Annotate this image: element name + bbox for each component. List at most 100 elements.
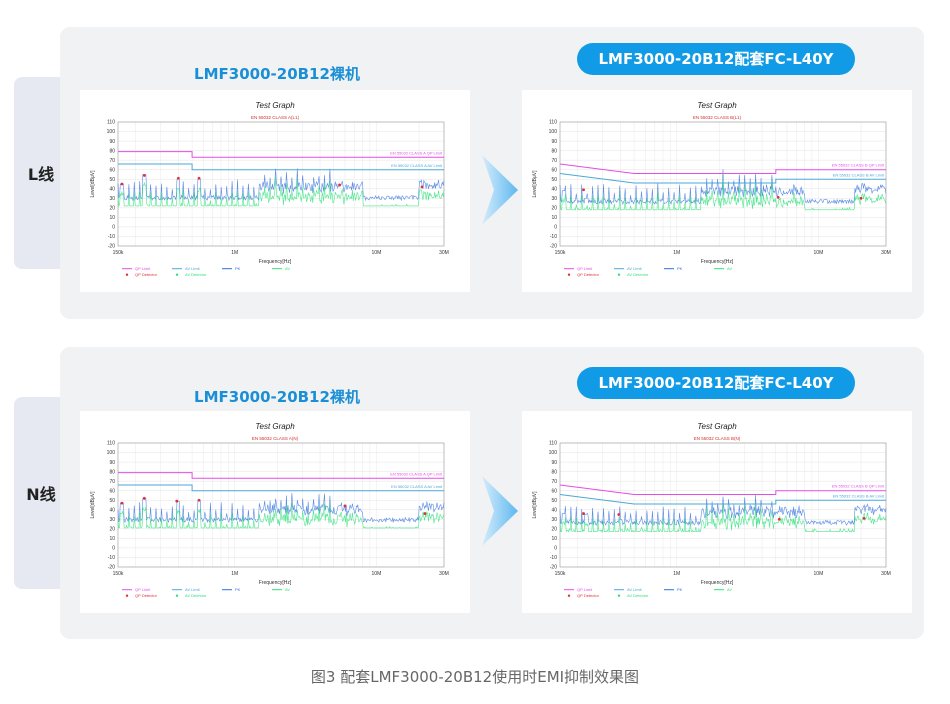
y-tick-label: 20: [551, 527, 557, 533]
limit-label: EN 55032 CLASS B AV Limit: [833, 173, 885, 178]
legend-label: PK: [235, 587, 241, 592]
legend-label: AV: [285, 587, 290, 592]
legend-swatch: [175, 594, 179, 597]
y-axis-label: Level[dBμV]: [90, 170, 96, 198]
pk-series-line: [117, 493, 445, 524]
title-filter-n: LMF3000-20B12配套FC-L40Y: [577, 367, 855, 399]
y-tick-label: -20: [108, 565, 115, 571]
x-tick-label: 30M: [881, 250, 891, 256]
x-tick-label: 150k: [555, 571, 566, 577]
chart-subtitle: EN 55032 CLASS B(L1): [693, 115, 742, 120]
row-label-text: L线: [27, 165, 55, 184]
legend-swatch: [125, 594, 129, 597]
y-tick-label: 90: [109, 460, 115, 466]
chart-l-bare: Test Graph EN 55032 CLASS A(L1) 110 100 90 80…: [80, 90, 470, 292]
limit-label: EN 55032 CLASS A QP Limit: [390, 150, 443, 155]
row-label-n: N线: [14, 397, 68, 589]
legend-label: QP Limit: [135, 266, 151, 271]
y-tick-label: 10: [551, 215, 557, 221]
y-tick-label: 50: [109, 177, 115, 183]
qp-detector-point: [343, 504, 347, 508]
av-series-line: [559, 178, 887, 211]
x-tick-label: 30M: [439, 250, 449, 256]
qp-detector-point: [862, 516, 866, 520]
y-tick-label: -20: [108, 244, 115, 250]
arrow-right-icon: [482, 155, 518, 225]
qp-detector-point: [859, 196, 863, 200]
arrow-right-icon: [482, 476, 518, 546]
pk-series-line: [559, 169, 887, 205]
limit-label: EN 55032 CLASS B QP Limit: [832, 163, 885, 168]
chart-subtitle: EN 55032 CLASS A(L1): [251, 115, 300, 120]
x-axis-label: Frequency[Hz]: [701, 259, 734, 265]
y-tick-label: 100: [549, 450, 558, 456]
qp-detector-point: [420, 185, 424, 189]
qp-detector-point: [582, 512, 585, 515]
y-tick-label: 110: [549, 441, 557, 447]
limit-label: EN 55032 CLASS B AV Limit: [833, 494, 885, 499]
legend-label: QP Limit: [577, 587, 593, 592]
legend-label: AV Limit: [185, 587, 200, 592]
chart-n-bare: Test Graph EN 55032 CLASS A(N) 110 100 90 80 7…: [80, 411, 470, 613]
legend-swatch: [617, 273, 621, 276]
x-tick-label: 10M: [372, 250, 382, 256]
legend-label: AV Detector: [185, 593, 207, 598]
y-tick-label: 20: [109, 206, 115, 212]
y-tick-label: 110: [549, 120, 557, 126]
x-tick-label: 150k: [113, 571, 124, 577]
chart-l-filter: Test Graph EN 55032 CLASS B(L1) 110 100 90 80…: [522, 90, 912, 292]
y-tick-label: 90: [551, 460, 557, 466]
x-tick-label: 10M: [372, 571, 382, 577]
y-tick-label: 0: [554, 546, 557, 552]
av-limit-line: [559, 494, 886, 505]
legend-label: AV Detector: [627, 593, 649, 598]
y-tick-label: 70: [109, 479, 115, 485]
legend-swatch: [567, 273, 571, 276]
y-tick-label: 50: [551, 177, 557, 183]
chart-title: Test Graph: [697, 101, 737, 110]
figure-caption: 图3 配套LMF3000-20B12使用时EMI抑制效果图: [310, 668, 640, 686]
row-label-l: L线: [14, 77, 68, 269]
y-tick-label: 0: [112, 225, 115, 231]
legend-label: QP Detector: [577, 593, 600, 598]
y-tick-label: 70: [109, 158, 115, 164]
row-label-text: N线: [26, 485, 56, 504]
legend-swatch: [175, 273, 179, 276]
y-tick-label: 40: [551, 507, 557, 513]
qp-detector-point: [120, 501, 124, 505]
av-series-line: [117, 502, 445, 529]
legend-label: AV Detector: [627, 272, 649, 277]
legend-label: AV: [727, 587, 732, 592]
av-series-line: [559, 504, 887, 533]
y-tick-label: 60: [551, 167, 557, 173]
y-tick-label: 100: [107, 129, 116, 135]
title-filter-l: LMF3000-20B12配套FC-L40Y: [577, 43, 855, 75]
chart-title: Test Graph: [255, 101, 295, 110]
legend-label: QP Detector: [577, 272, 600, 277]
y-tick-label: 30: [551, 196, 557, 202]
x-tick-label: 10M: [814, 571, 824, 577]
y-tick-label: 20: [109, 527, 115, 533]
y-tick-label: 10: [109, 215, 115, 221]
y-tick-label: -10: [108, 234, 115, 240]
x-tick-label: 30M: [439, 571, 449, 577]
chart-n-filter: Test Graph EN 55032 CLASS B(N) 110 100 90 80 7…: [522, 411, 912, 613]
x-tick-label: 1M: [231, 571, 238, 577]
y-axis-label: Level[dBμV]: [532, 170, 538, 198]
qp-limit-line: [559, 163, 886, 174]
y-tick-label: -10: [550, 555, 557, 561]
legend-label: AV Limit: [627, 266, 642, 271]
y-axis-label: Level[dBμV]: [532, 491, 538, 519]
chart-title: Test Graph: [697, 422, 737, 431]
chart-subtitle: EN 55032 CLASS A(N): [252, 436, 299, 441]
y-tick-label: -20: [550, 244, 557, 250]
y-tick-label: 90: [551, 139, 557, 145]
av-limit-line: [559, 173, 886, 184]
legend-label: QP Detector: [135, 593, 158, 598]
qp-detector-point: [582, 188, 585, 192]
y-tick-label: 100: [549, 129, 558, 135]
av-limit-line: [118, 484, 444, 492]
legend-swatch: [617, 594, 621, 597]
x-tick-label: 1M: [673, 571, 680, 577]
qp-detector-point: [142, 174, 146, 177]
